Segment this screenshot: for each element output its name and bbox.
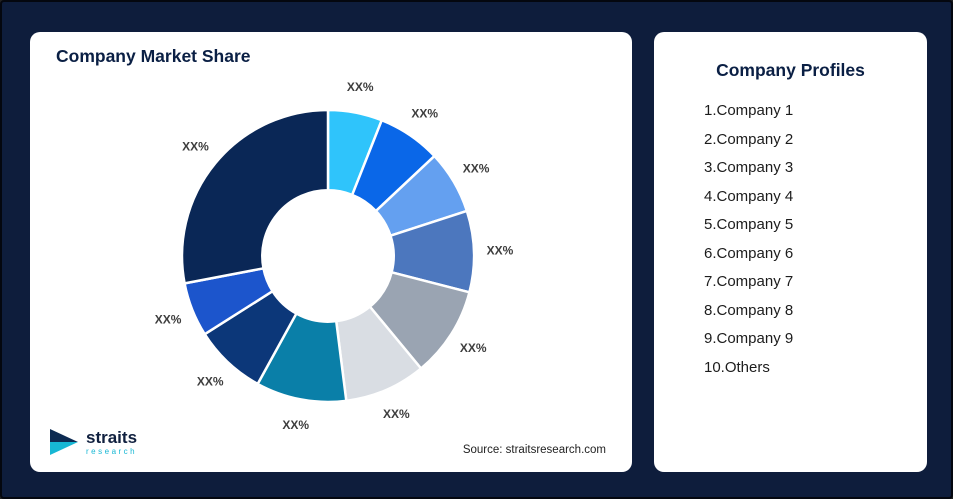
- list-item: 7.Company 7: [704, 273, 794, 290]
- profiles-list: 1.Company 1 2.Company 2 3.Company 3 4.Compa…: [704, 97, 927, 382]
- list-item: 4.Company 4: [704, 187, 794, 205]
- straits-research-logo: straits research: [50, 426, 137, 458]
- list-item: 2.Company 2: [704, 130, 794, 148]
- market-share-card: Company Market Share XX% XX% XX% XX% XX% XX% X…: [30, 32, 632, 472]
- slice-label: XX%: [463, 161, 490, 175]
- donut-chart: XX% XX% XX% XX% XX% XX% XX% XX% XX% XX%: [155, 80, 514, 432]
- slice-label: XX%: [487, 244, 514, 258]
- slice-label: XX%: [282, 418, 309, 432]
- list-item: 3.Company 3: [704, 159, 794, 176]
- list-item: 5.Company 5: [704, 216, 794, 233]
- logo-brand-text: straits: [86, 427, 138, 447]
- slice-label: XX%: [197, 374, 224, 388]
- slice-label: XX%: [182, 139, 209, 153]
- list-item: 9.Company 9: [704, 330, 794, 347]
- logo-arrow-icon: [50, 429, 78, 455]
- logo-text: straits research: [86, 429, 137, 456]
- list-item: 10.Others: [704, 358, 770, 376]
- logo-sub-text: research: [86, 446, 138, 456]
- slice-label: XX%: [411, 107, 438, 121]
- list-item: 8.Company 8: [704, 301, 794, 319]
- source-note: Source: straitsresearch.com: [462, 444, 606, 456]
- profiles-title: Company Profiles: [716, 60, 865, 80]
- donut-slice-10: [180, 108, 330, 285]
- slice-label: XX%: [383, 407, 410, 421]
- list-item: 1.Company 1: [704, 102, 794, 119]
- list-item: 6.Company 6: [704, 244, 794, 262]
- chart-title: Company Market Share: [56, 46, 251, 66]
- company-profiles-card: Company Profiles 1.Company 1 2.Company 2 3…: [654, 32, 927, 472]
- slice-label: XX%: [155, 312, 182, 326]
- slice-label: XX%: [460, 341, 487, 355]
- slice-label: XX%: [347, 80, 374, 94]
